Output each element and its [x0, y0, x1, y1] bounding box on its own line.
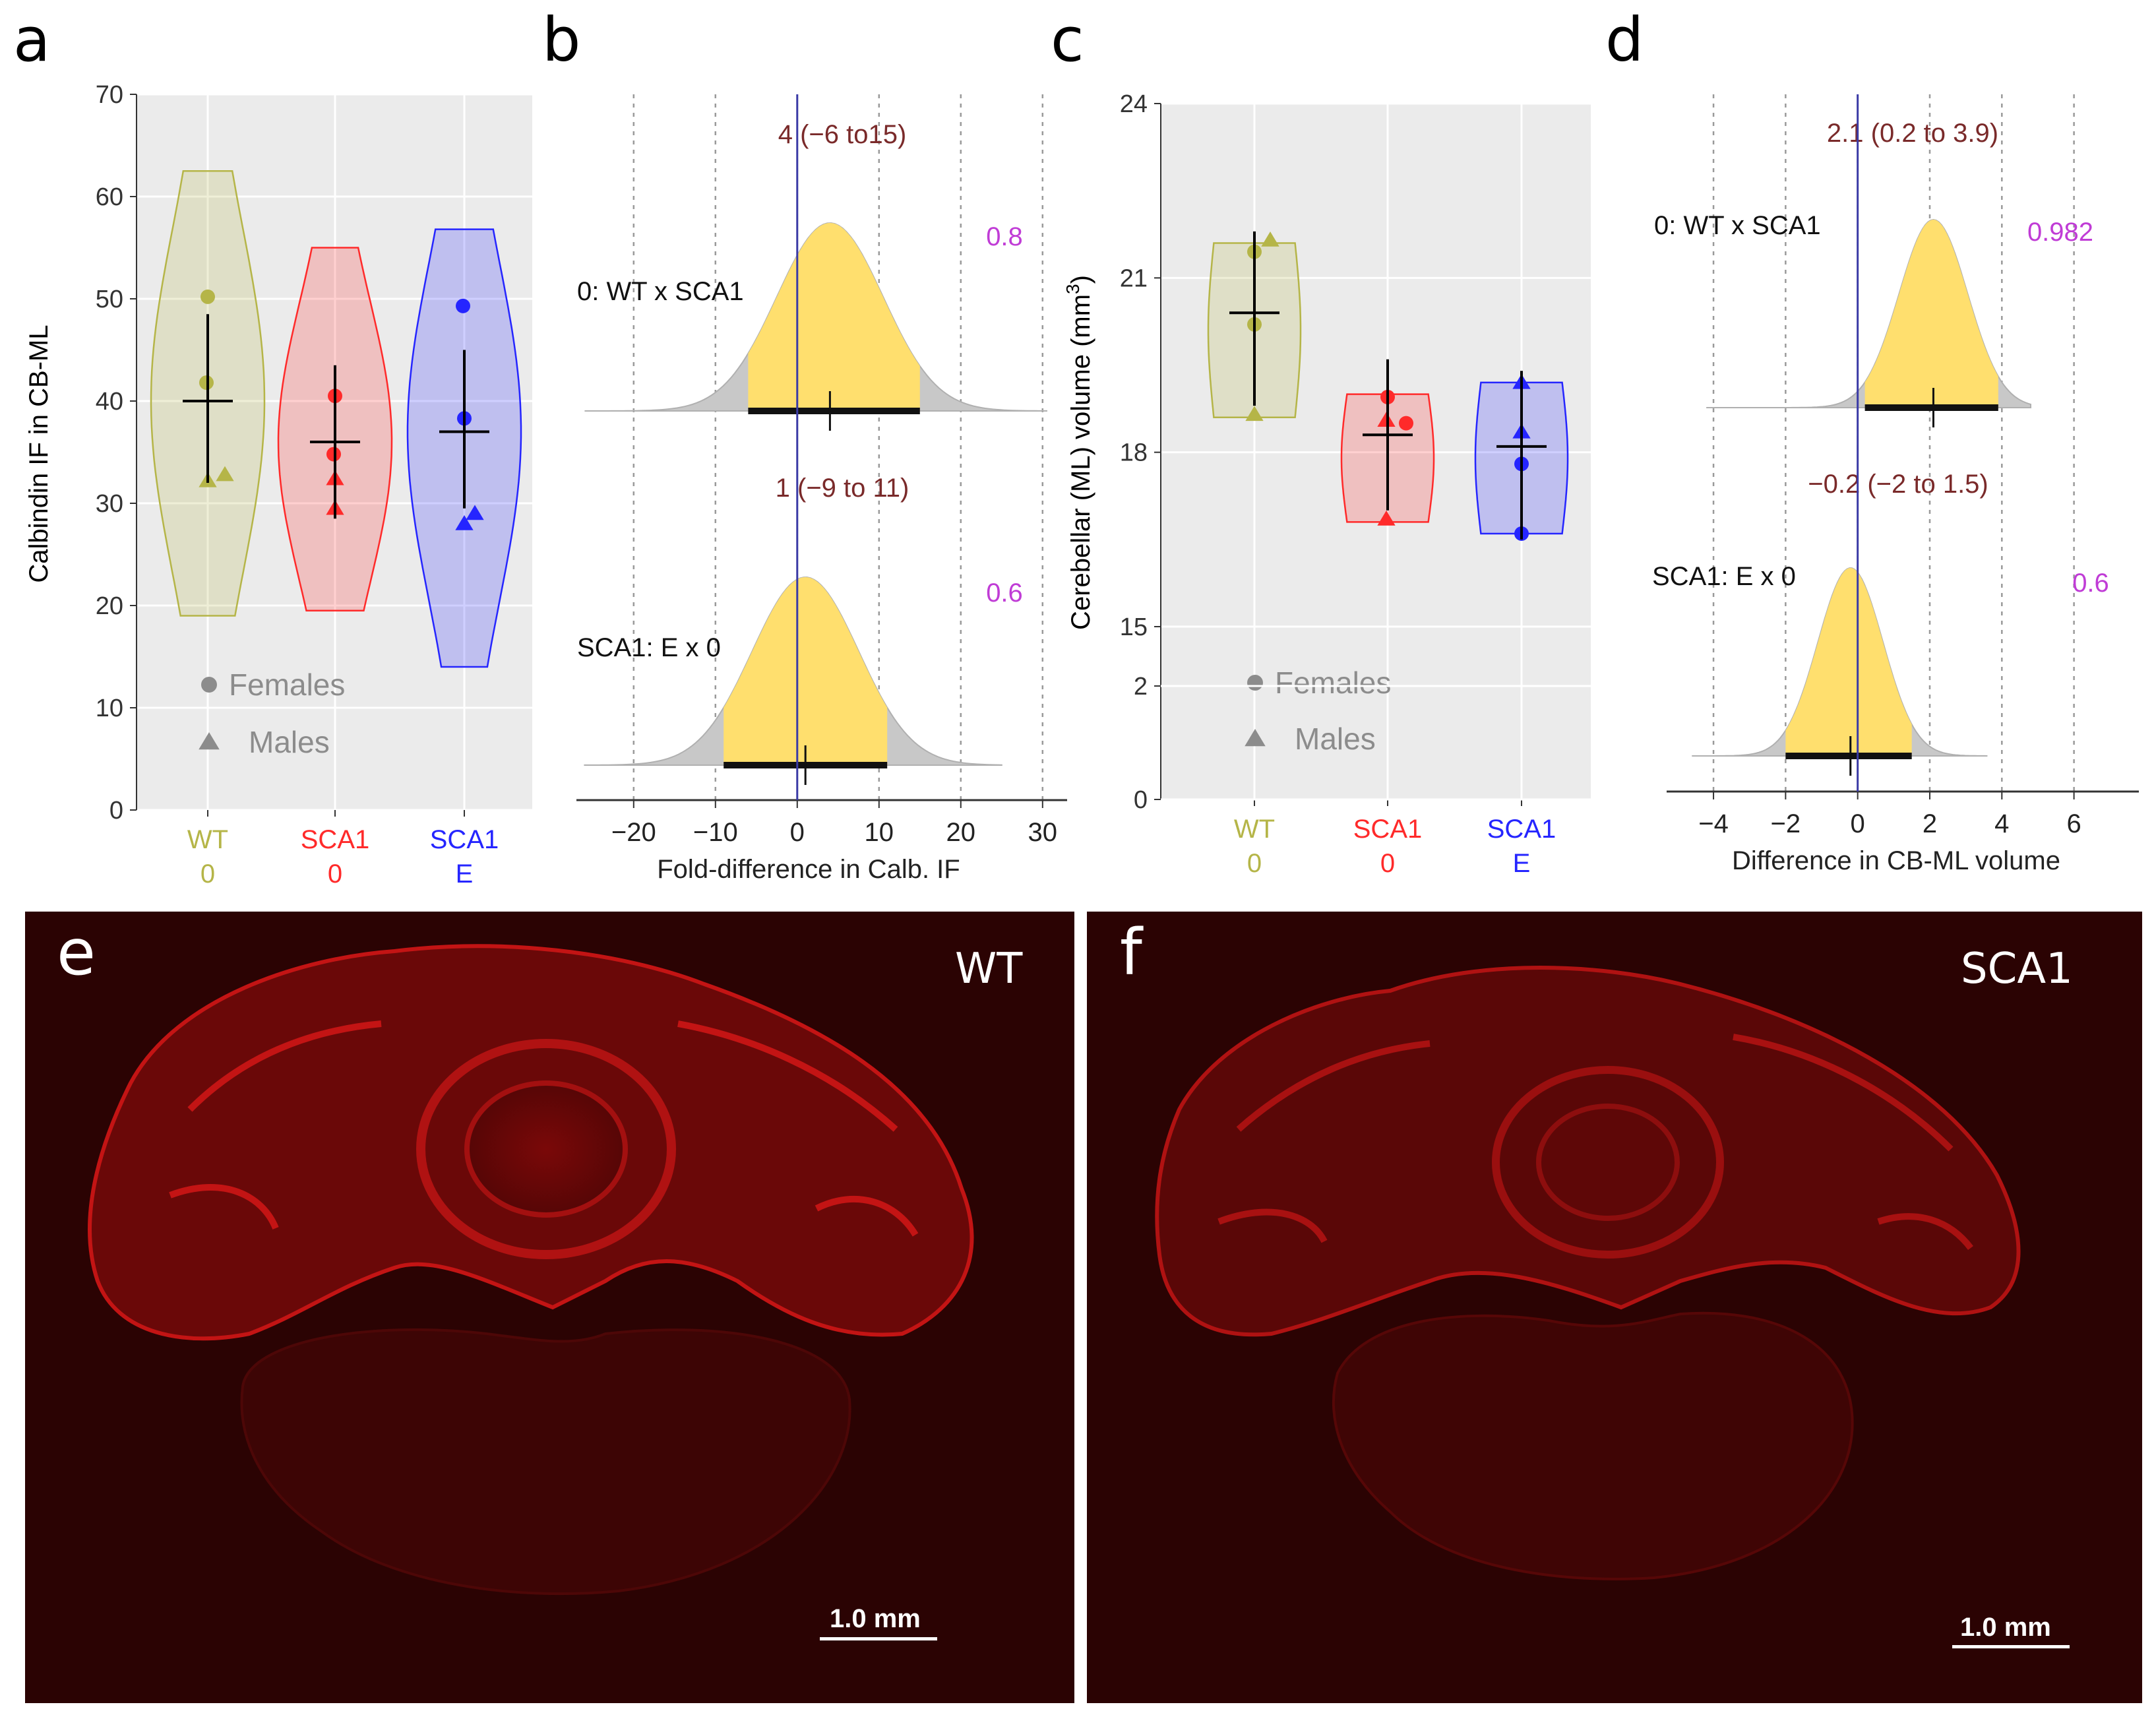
cerebellum-section-sca1: [1155, 966, 2021, 1580]
comparison-label: SCA1: E x 0: [1652, 562, 1796, 591]
density-ci-region: [1864, 220, 1998, 408]
y-axis-title: Cerebellar (ML) volume (mm3): [1063, 275, 1095, 630]
scale-bar-label: 1.0 mm: [1960, 1613, 2051, 1642]
scale-bar: [1952, 1645, 2070, 1648]
y-tick-label: 30: [96, 490, 123, 518]
legend-male-label: Males: [249, 725, 330, 759]
ci-label: 1 (−9 to 11): [776, 474, 909, 503]
comparison-label: 0: WT x SCA1: [577, 277, 744, 306]
x-tick-label: −10: [693, 818, 738, 847]
legend-female-marker: [201, 677, 217, 693]
x-tick-label: 0: [790, 818, 805, 847]
density-ci-region: [748, 223, 920, 411]
ci-label: −0.2 (−2 to 1.5): [1808, 470, 1988, 499]
y-axis-title-end: ): [1066, 275, 1095, 284]
legend-female-label: Females: [1275, 666, 1391, 700]
female-point: [1399, 416, 1413, 431]
y-tick-label: 0: [1134, 786, 1148, 814]
x-tick-label-line2: 0: [328, 859, 342, 889]
female-point: [456, 298, 470, 313]
panel-label-d: d: [1605, 5, 1644, 75]
ci-label: 2.1 (0.2 to 3.9): [1827, 119, 1998, 148]
panel-e-image: e WT 1.0 mm: [25, 912, 1074, 1703]
density-ci-region: [1785, 568, 1912, 756]
female-point: [200, 289, 215, 304]
panel-label-b: b: [542, 5, 580, 75]
male-point: [1245, 406, 1264, 421]
y-tick-label: 10: [96, 695, 123, 722]
legend-male-marker: [199, 732, 220, 750]
scale-bar-label: 1.0 mm: [830, 1604, 921, 1633]
x-axis-title: Fold-difference in Calb. IF: [657, 855, 960, 884]
comparison-label: 0: WT x SCA1: [1654, 211, 1821, 240]
male-point: [1377, 510, 1396, 526]
male-point: [216, 466, 234, 482]
genotype-label-sca1: SCA1: [1961, 945, 2073, 993]
x-tick-label: 0: [1851, 809, 1865, 838]
x-tick-label-line1: SCA1: [430, 825, 499, 854]
legend-male-marker: [1245, 729, 1266, 747]
x-tick-label: 2: [1923, 809, 1937, 838]
x-tick-label: 20: [946, 818, 976, 847]
panel-label-f: f: [1120, 916, 1142, 989]
x-tick-label: −20: [611, 818, 656, 847]
legend-female-marker: [1247, 675, 1263, 691]
y-axis-title: Calbindin IF in CB-ML: [24, 325, 53, 582]
x-tick-label: 4: [1994, 809, 2009, 838]
male-point: [455, 515, 474, 530]
y-tick-label: 24: [1120, 90, 1148, 118]
ci-label: 4 (−6 to15): [778, 120, 907, 149]
y-tick-label: 2: [1134, 673, 1148, 701]
y-axis-title-main: Cerebellar (ML) volume (mm: [1066, 294, 1095, 630]
x-tick-label-line2: 0: [1380, 849, 1395, 878]
panel-label-c: c: [1051, 5, 1084, 75]
panel-f-image: f SCA1 1.0 mm: [1087, 912, 2142, 1703]
x-tick-label: 10: [865, 818, 894, 847]
y-tick-label: 50: [96, 286, 123, 313]
density-ci-region: [724, 577, 888, 765]
panel-b: −20 −10 0 10 20 30 Fold-difference in Calb. IF…: [576, 94, 1067, 884]
legend-male-label: Males: [1295, 722, 1376, 756]
probability-label: 0.982: [2027, 218, 2093, 247]
genotype-label-wt: WT: [955, 945, 1023, 993]
legend-female-label: Females: [229, 668, 345, 702]
y-tick-label: 15: [1120, 613, 1148, 641]
comparison-label: SCA1: E x 0: [577, 633, 721, 662]
x-tick-label-line1: SCA1: [1487, 815, 1556, 844]
probability-label: 0.6: [2072, 569, 2109, 598]
x-tick-label-line1: SCA1: [1353, 815, 1423, 844]
male-point: [1261, 232, 1279, 247]
probability-label: 0.6: [986, 578, 1023, 608]
x-tick-label: 6: [2066, 809, 2081, 838]
panel-label-e: e: [57, 916, 96, 989]
probability-label: 0.8: [986, 222, 1023, 251]
panel-a: 0 10 20 30 40 50 60 70 WT 0 SCA1 0 SCA1 E Females Males…: [24, 81, 532, 889]
y-tick-label: 70: [96, 81, 123, 109]
panel-label-a: a: [13, 5, 50, 75]
x-tick-label-line1: WT: [1234, 815, 1275, 844]
x-tick-label: −4: [1698, 809, 1729, 838]
x-tick-label-line2: 0: [1247, 849, 1262, 878]
x-axis-title: Difference in CB-ML volume: [1732, 846, 2060, 875]
cerebellum-section-wt: [88, 944, 974, 1596]
male-point: [466, 505, 484, 520]
x-tick-label-line1: SCA1: [301, 825, 370, 854]
y-tick-label: 21: [1120, 265, 1148, 292]
y-tick-label: 18: [1120, 439, 1148, 467]
y-tick-label: 40: [96, 388, 123, 416]
y-axis-title-superscript: 3: [1063, 284, 1083, 294]
scale-bar: [820, 1637, 937, 1640]
x-tick-label: −2: [1771, 809, 1801, 838]
panel-c: 15 18 21 24 WT 0 SCA1 0 SCA1 E Females Males 0 2 Cereb…: [1063, 90, 1591, 878]
x-tick-label-line2: 0: [200, 859, 215, 889]
x-tick-label-line2: E: [1513, 849, 1531, 878]
y-tick-label: 60: [96, 183, 123, 211]
x-tick-label-line1: WT: [187, 825, 228, 854]
y-tick-label: 20: [96, 592, 123, 620]
x-tick-label: 30: [1028, 818, 1058, 847]
y-tick-label: 0: [109, 797, 123, 825]
x-tick-label-line2: E: [456, 859, 474, 889]
